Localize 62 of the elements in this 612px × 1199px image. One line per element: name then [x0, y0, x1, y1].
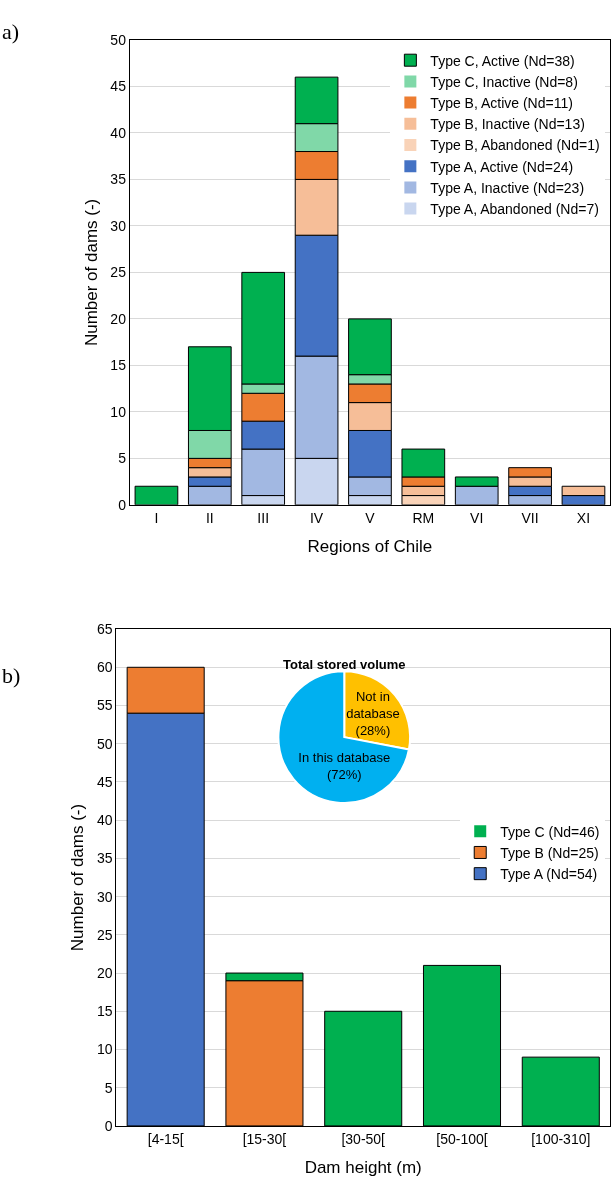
y-tick-label: 5 [118, 450, 127, 467]
x-tick-label: II [205, 509, 214, 526]
y-tick-label: 40 [110, 124, 127, 141]
y-tick-label: 15 [96, 1003, 113, 1020]
y-tick-label: 30 [110, 217, 127, 234]
x-tick-label: XI [576, 509, 591, 526]
legend-label: Type B, Active (Nd=11) [430, 95, 573, 112]
text: a) [2, 19, 20, 44]
y-axis-title: Number of dams (-) [68, 803, 88, 952]
y-tick-label: 0 [118, 496, 127, 513]
slice-label: In this database [298, 749, 391, 765]
legend-label: Type C, Inactive (Nd=8) [430, 73, 578, 90]
y-tick-label: 10 [110, 403, 127, 420]
x-tick-label: [30-50[ [341, 1130, 386, 1147]
legend-label: Type A (Nd=54) [500, 866, 598, 883]
chart-title: Total stored volume [282, 657, 406, 673]
y-tick-label: 20 [96, 964, 113, 981]
y-tick-label: 5 [104, 1079, 113, 1096]
data-label: (28%) [355, 722, 391, 738]
y-tick-label: 55 [96, 697, 113, 714]
legend-label: Type C (Nd=46) [500, 823, 600, 840]
x-axis-title: Dam height (m) [304, 1158, 422, 1178]
legend-label: Type B (Nd=25) [500, 844, 599, 861]
x-axis-title: Regions of Chile [307, 537, 433, 557]
y-tick-label: 65 [96, 620, 113, 637]
legend-label: Type A, Abandoned (Nd=7) [430, 201, 599, 218]
legend-label: Type B, Abandoned (Nd=1) [430, 137, 600, 154]
y-tick-label: 25 [96, 926, 113, 943]
x-tick-label: [50-100[ [436, 1130, 488, 1147]
legend-label: Type C, Active (Nd=38) [430, 52, 575, 69]
x-tick-label: III [257, 509, 270, 526]
text: b) [2, 663, 21, 688]
y-tick-label: 25 [110, 264, 127, 281]
y-tick-label: 60 [96, 659, 113, 676]
slice-label: Not in database [346, 689, 400, 721]
y-tick-label: 20 [110, 310, 127, 327]
y-tick-label: 35 [110, 171, 127, 188]
x-tick-label: I [154, 509, 159, 526]
legend-label: Type A, Active (Nd=24) [430, 158, 574, 175]
x-tick-label: IV [309, 509, 324, 526]
legend-label: Type A, Inactive (Nd=23) [430, 179, 585, 196]
x-tick-label: [4-15[ [147, 1130, 184, 1147]
y-tick-label: 15 [110, 357, 127, 374]
x-tick-label: VII [521, 509, 539, 526]
y-tick-label: 0 [104, 1117, 113, 1134]
pie-slice [277, 670, 410, 804]
x-tick-label: RM [412, 509, 435, 526]
legend-label: Type B, Inactive (Nd=13) [430, 116, 585, 133]
x-tick-label: VI [470, 509, 484, 526]
y-tick-label: 45 [96, 773, 113, 790]
x-tick-label: [100-310] [531, 1130, 591, 1147]
y-tick-label: 35 [96, 850, 113, 867]
y-axis-title: Number of dams (-) [81, 198, 101, 347]
y-tick-label: 10 [96, 1041, 113, 1058]
data-label: (72%) [326, 766, 362, 782]
y-tick-label: 50 [110, 31, 127, 48]
y-tick-label: 40 [96, 812, 113, 829]
y-tick-label: 50 [96, 735, 113, 752]
x-tick-label: [15-30[ [242, 1130, 287, 1147]
x-tick-label: V [365, 509, 376, 526]
y-tick-label: 45 [110, 78, 127, 95]
y-tick-label: 30 [96, 888, 113, 905]
